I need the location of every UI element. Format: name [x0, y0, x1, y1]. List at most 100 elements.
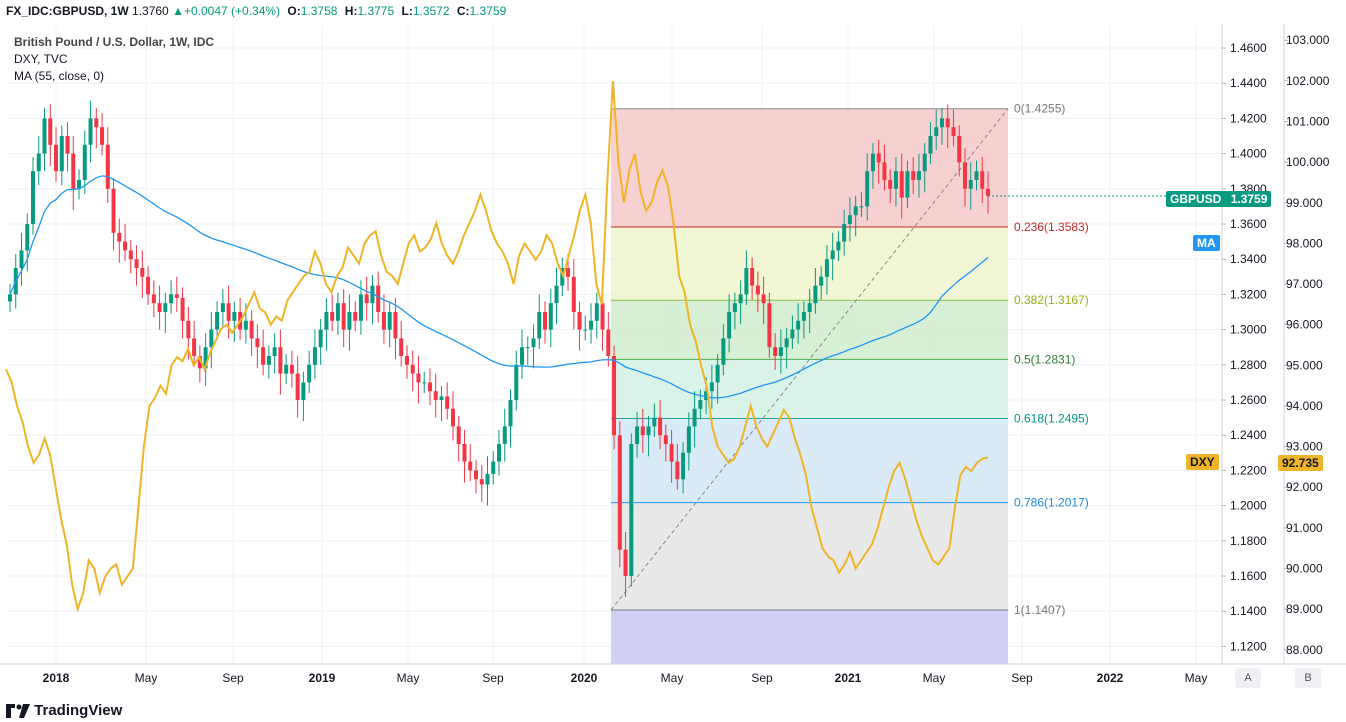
- candle-body: [364, 294, 369, 304]
- candle-body: [59, 136, 64, 172]
- price-axis-label: 1.3400: [1230, 252, 1267, 266]
- candle-body: [508, 400, 513, 427]
- price-chart[interactable]: 0(1.4255) 0.236(1.3583) 0.382(1.3167) 0.5(1…: [0, 24, 1346, 694]
- scale-b-button[interactable]: B: [1295, 668, 1321, 688]
- candle-body: [669, 444, 674, 462]
- dxy-axis-label: 92.000: [1286, 480, 1323, 494]
- dxy-axis-label: 93.000: [1286, 440, 1323, 454]
- price-axis-label: 1.4000: [1230, 147, 1267, 161]
- candle-body: [686, 426, 691, 453]
- gbpusd-tag-label: GBPUSD: [1170, 192, 1222, 206]
- candle-body: [537, 312, 542, 339]
- dxy-axis-label: 91.000: [1286, 521, 1323, 535]
- auto-scale-button[interactable]: A: [1235, 668, 1261, 688]
- candle-body: [784, 338, 789, 348]
- close-label: C:: [456, 4, 470, 18]
- candle-body: [819, 276, 824, 286]
- dxy-axis-label: 99.000: [1286, 196, 1323, 210]
- candle-body: [594, 303, 599, 321]
- candle-body: [249, 320, 254, 339]
- candle-body: [307, 364, 312, 383]
- low-value: 1.3572: [412, 4, 450, 18]
- candle-body: [25, 224, 30, 251]
- open-label: O:: [287, 4, 301, 18]
- candle-body: [813, 285, 818, 304]
- candle-body: [370, 285, 375, 304]
- dxy-axis-label: 101.000: [1286, 114, 1330, 128]
- candle-body: [560, 268, 565, 286]
- candle-body: [916, 171, 921, 180]
- time-axis-label: Sep: [482, 671, 504, 685]
- candle-body: [105, 144, 110, 189]
- candle-body: [301, 382, 306, 400]
- candle-body: [853, 206, 858, 216]
- candle-body: [882, 162, 887, 180]
- candle-body: [767, 303, 772, 348]
- candle-body: [203, 347, 208, 369]
- fib-level-label: 1(1.1407): [1014, 603, 1065, 617]
- ma-tag: MA: [1193, 235, 1220, 251]
- time-axis-label: May: [135, 671, 158, 685]
- candle-body: [404, 356, 409, 365]
- candle-body: [824, 259, 829, 277]
- tradingview-logo[interactable]: TradingView: [6, 702, 122, 719]
- legend-title[interactable]: British Pound / U.S. Dollar, 1W, IDC: [14, 35, 215, 49]
- candle-body: [859, 206, 864, 208]
- price-axis-label: 1.4600: [1230, 41, 1267, 55]
- dxy-axis-label: 89.000: [1286, 602, 1323, 616]
- candle-body: [836, 241, 841, 251]
- candle-body: [36, 153, 41, 172]
- candle-body: [744, 268, 749, 295]
- dxy-axis-label: 100.000: [1286, 155, 1330, 169]
- candle-body: [986, 188, 990, 196]
- legend-indicator[interactable]: MA (55, close, 0): [14, 69, 105, 83]
- candle-body: [934, 127, 939, 136]
- symbol-name[interactable]: FX_IDC:GBPUSD, 1W: [6, 4, 129, 18]
- candle-body: [635, 426, 640, 444]
- price-axis-label: 1.4200: [1230, 111, 1267, 125]
- candle-body: [226, 303, 231, 321]
- candle-body: [330, 312, 335, 321]
- candle-body: [335, 303, 340, 321]
- time-axis-label: May: [397, 671, 420, 685]
- candle-body: [65, 136, 70, 154]
- legend-overlay[interactable]: DXY, TVC: [14, 52, 68, 66]
- dxy-tag-label: DXY: [1186, 454, 1219, 470]
- candle-body: [71, 153, 76, 189]
- candle-body: [548, 303, 553, 330]
- candle-body: [727, 312, 732, 339]
- candle-body: [209, 329, 214, 348]
- candle-body: [468, 461, 473, 471]
- candle-body: [571, 276, 576, 312]
- candle-body: [939, 118, 944, 128]
- candle-body: [462, 444, 467, 462]
- candle-body: [439, 396, 444, 400]
- candle-body: [778, 347, 783, 356]
- candle-body: [709, 382, 714, 392]
- candle-body: [606, 329, 611, 356]
- time-axis-label: 2018: [43, 671, 70, 685]
- candle-body: [353, 312, 358, 321]
- candle-body: [284, 364, 289, 374]
- price-axis-label: 1.2000: [1230, 499, 1267, 513]
- candle-body: [77, 180, 82, 189]
- candle-body: [750, 268, 755, 286]
- candle-body: [974, 171, 979, 180]
- candle-body: [658, 417, 663, 436]
- candle-body: [715, 364, 720, 383]
- price-axis-label: 1.1800: [1230, 534, 1267, 548]
- candle-body: [289, 364, 294, 374]
- candle-body: [738, 294, 743, 304]
- high-label: H:: [344, 4, 358, 18]
- candle-body: [163, 303, 168, 312]
- price-axis-label: 1.3000: [1230, 323, 1267, 337]
- time-axis-label: May: [661, 671, 684, 685]
- candle-body: [456, 426, 461, 444]
- candle-body: [376, 285, 381, 312]
- candle-body: [445, 396, 450, 409]
- candle-body: [186, 320, 191, 339]
- candle-body: [928, 136, 933, 154]
- candle-body: [721, 338, 726, 365]
- fib-level-label: 0.786(1.2017): [1014, 496, 1089, 510]
- candle-body: [399, 338, 404, 356]
